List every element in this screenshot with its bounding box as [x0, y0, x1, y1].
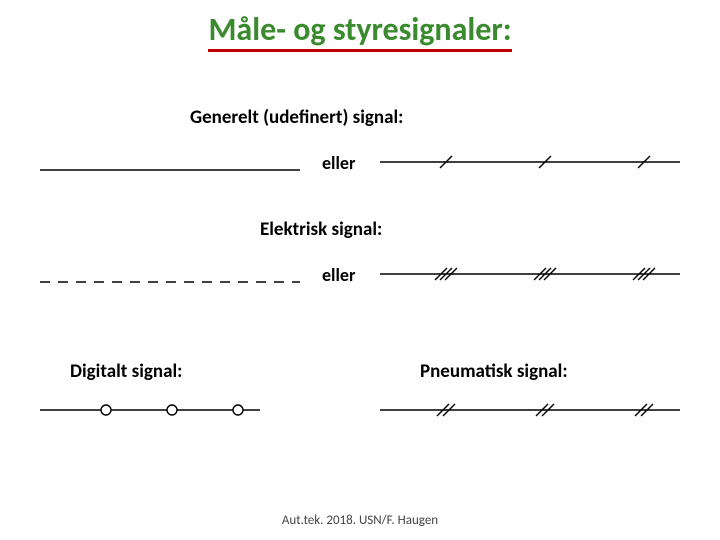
- signal-digital: [40, 398, 260, 422]
- label-generic: Generelt (udefinert) signal:: [190, 106, 403, 129]
- label-digital: Digitalt signal:: [70, 360, 182, 383]
- signal-generic-ticks: [380, 150, 680, 174]
- title-text: Måle- og styresignaler:: [208, 10, 511, 52]
- signal-electric-dashed: [40, 272, 300, 292]
- label-or-electric: eller: [322, 264, 355, 286]
- footer-text: Aut.tek. 2018. USN/F. Haugen: [0, 513, 720, 528]
- label-electric: Elektrisk signal:: [260, 218, 382, 241]
- label-or-generic: eller: [322, 152, 355, 174]
- slide-title: Måle- og styresignaler:: [0, 10, 720, 49]
- signal-pneumatic: [380, 398, 680, 422]
- label-pneumatic: Pneumatisk signal:: [420, 360, 568, 383]
- signal-electric-triple: [380, 262, 680, 286]
- signal-generic-solid: [40, 160, 300, 180]
